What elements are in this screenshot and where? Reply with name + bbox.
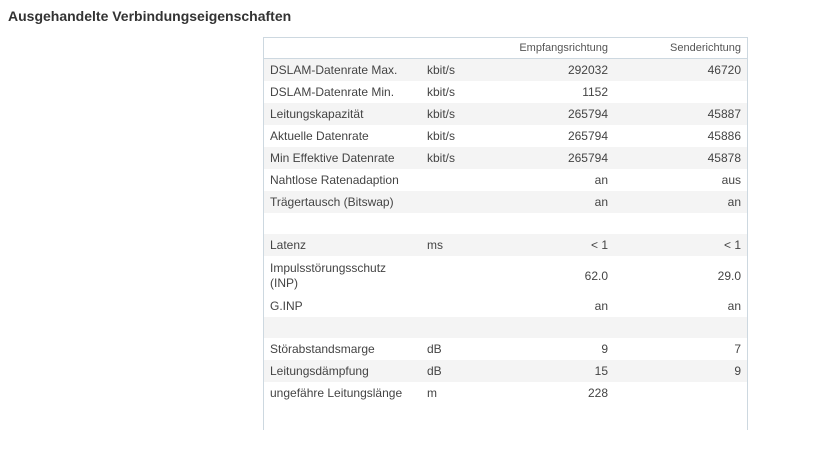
- row-unit: [421, 169, 491, 191]
- table-row: Impulsstörungsschutz (INP) 62.0 29.0: [264, 256, 747, 295]
- row-unit: [421, 191, 491, 213]
- row-downstream-value: an: [491, 191, 614, 213]
- row-label: [264, 213, 421, 234]
- row-label: Nahtlose Ratenadaption: [270, 173, 399, 187]
- row-upstream-value: 46720: [614, 58, 747, 81]
- row-unit: ms: [421, 234, 491, 256]
- row-upstream-value: [614, 382, 747, 404]
- row-label: G.INP: [270, 299, 303, 313]
- row-upstream-value: 45878: [614, 147, 747, 169]
- row-unit: kbit/s: [421, 58, 491, 81]
- row-unit: kbit/s: [427, 129, 456, 143]
- row-upstream-value: aus: [721, 173, 741, 187]
- row-label: Impulsstörungsschutz (INP): [270, 260, 387, 290]
- row-downstream-value: 62.0: [584, 268, 608, 283]
- table-header-row: Empfangsrichtung Senderichtung: [264, 38, 747, 59]
- row-unit: kbit/s: [421, 103, 491, 125]
- column-header-downstream: Empfangsrichtung: [491, 38, 614, 59]
- row-downstream-value: 292032: [491, 58, 614, 81]
- table-row: ungefähre Leitungslänge m 228: [264, 382, 747, 404]
- column-header-upstream: Senderichtung: [614, 38, 747, 59]
- table-row: Störabstandsmarge dB 9 7: [264, 338, 747, 360]
- table-spacer-row: [264, 317, 747, 338]
- row-upstream-value: an: [614, 191, 747, 213]
- row-label: Aktuelle Datenrate: [270, 129, 369, 143]
- table-row: Min Effektive Datenrate kbit/s 265794 45…: [264, 147, 747, 169]
- row-downstream-value: 265794: [491, 147, 614, 169]
- row-upstream-value: [614, 81, 747, 103]
- row-downstream-value: an: [594, 173, 608, 187]
- row-label: Störabstandsmarge: [270, 342, 375, 356]
- table-row: Leitungskapazität kbit/s 265794 45887: [264, 103, 747, 125]
- row-downstream-value: 9: [601, 342, 608, 356]
- row-upstream-value: an: [727, 299, 741, 313]
- table-spacer-row: [264, 213, 747, 234]
- row-unit: [421, 213, 491, 234]
- row-upstream-value: 45887: [614, 103, 747, 125]
- column-header-label: [264, 38, 421, 59]
- row-label: Latenz: [264, 234, 421, 256]
- row-upstream-value: 9: [614, 360, 747, 382]
- row-unit: [421, 317, 491, 338]
- row-label: Min Effektive Datenrate: [264, 147, 421, 169]
- row-upstream-value: < 1: [614, 234, 747, 256]
- row-label: Trägertausch (Bitswap): [264, 191, 421, 213]
- row-upstream-value: 45886: [707, 129, 741, 143]
- table-row: DSLAM-Datenrate Max. kbit/s 292032 46720: [264, 58, 747, 81]
- row-label: [264, 317, 421, 338]
- connection-properties-table: Empfangsrichtung Senderichtung DSLAM-Dat…: [263, 37, 748, 430]
- table-row: Nahtlose Ratenadaption an aus: [264, 169, 747, 191]
- row-unit: dB: [427, 342, 442, 356]
- row-downstream-value: 15: [491, 360, 614, 382]
- table-row: DSLAM-Datenrate Min. kbit/s 1152: [264, 81, 747, 103]
- section-title: Ausgehandelte Verbindungseigenschaften: [8, 8, 292, 24]
- row-label: ungefähre Leitungslänge: [270, 386, 403, 400]
- row-label: Leitungsdämpfung: [264, 360, 421, 382]
- row-downstream-value: an: [594, 299, 608, 313]
- row-upstream-value: 29.0: [717, 268, 741, 283]
- table-row: Leitungsdämpfung dB 15 9: [264, 360, 747, 382]
- table-row: Trägertausch (Bitswap) an an: [264, 191, 747, 213]
- row-unit: [421, 256, 491, 295]
- row-downstream-value: 228: [587, 386, 608, 400]
- row-downstream-value: [491, 317, 614, 338]
- row-label: DSLAM-Datenrate Min.: [270, 85, 395, 99]
- table-row: G.INP an an: [264, 295, 747, 317]
- table-row: Latenz ms < 1 < 1: [264, 234, 747, 256]
- row-downstream-value: 265794: [491, 103, 614, 125]
- row-downstream-value: 265794: [567, 129, 608, 143]
- row-unit: m: [427, 386, 437, 400]
- table-row: Aktuelle Datenrate kbit/s 265794 45886: [264, 125, 747, 147]
- row-downstream-value: [491, 213, 614, 234]
- row-downstream-value: < 1: [491, 234, 614, 256]
- column-header-unit: [421, 38, 491, 59]
- row-unit: kbit/s: [427, 85, 456, 99]
- row-upstream-value: [614, 213, 747, 234]
- row-upstream-value: [614, 317, 747, 338]
- row-upstream-value: 7: [734, 342, 741, 356]
- row-unit: [421, 295, 491, 317]
- row-label: DSLAM-Datenrate Max.: [264, 58, 421, 81]
- row-unit: kbit/s: [421, 147, 491, 169]
- row-unit: dB: [421, 360, 491, 382]
- row-label: Leitungskapazität: [264, 103, 421, 125]
- row-downstream-value: 1152: [582, 85, 608, 99]
